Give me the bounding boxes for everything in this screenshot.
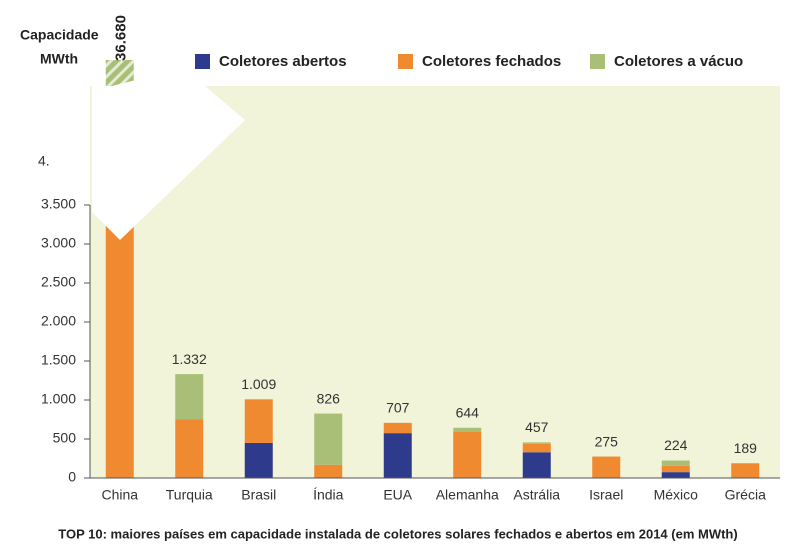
x-tick-label: Grécia [725,487,766,503]
bar-segment [383,433,412,478]
y-label: MWth [40,51,78,67]
x-tick-label: China [101,487,138,503]
chart-title: TOP 10: maiores países em capacidade ins… [58,526,737,541]
y-tick-label: 2.000 [41,313,76,329]
x-tick-label: Astrália [513,487,560,503]
bar-segment [175,374,204,420]
data-label: 707 [386,400,410,416]
bar-segment [522,452,551,478]
x-tick-label: EUA [383,487,412,503]
data-label: 826 [317,390,341,406]
x-tick-label: México [654,487,699,503]
bar-segment [592,456,621,478]
y-label: Capacidade [20,27,99,43]
y-tick-label: 0 [68,469,76,485]
bar-segment [453,431,482,478]
bar-segment [314,413,343,465]
x-tick-label: Israel [589,487,623,503]
axis-break [92,86,245,240]
legend-label: Coletores abertos [219,53,347,70]
y-tick-label: 3.500 [41,196,76,212]
y-tick-label: 500 [53,430,77,446]
bar-segment [105,220,134,478]
bar-segment [244,442,273,478]
data-label: 224 [664,437,688,453]
legend-swatch [398,54,413,69]
y-tick-label: 1.500 [41,352,76,368]
bar-segment [453,427,482,432]
legend-label: Coletores a vácuo [614,53,743,70]
data-label: 189 [734,440,758,456]
data-label: 457 [525,419,549,435]
bar-segment [314,464,343,478]
bar-segment [661,465,690,473]
x-tick-label: Índia [313,487,344,503]
data-label: 1.009 [241,376,276,392]
axis-break-band [104,80,136,100]
y-tick-label: 1.000 [41,391,76,407]
legend-swatch [590,54,605,69]
data-label: 36.680 [113,15,130,61]
data-label: 644 [456,404,480,420]
legend-swatch [195,54,210,69]
x-tick-label: Brasil [241,487,276,503]
axis-break-band [104,140,136,160]
y-tick-label: 2.500 [41,274,76,290]
x-tick-label: Turquia [166,487,213,503]
y-tick-label: 3.000 [41,235,76,251]
bar-segment [522,442,551,444]
bar-segment [522,443,551,453]
bar-segment [244,399,273,443]
axis-break-label: 4. [38,153,50,169]
data-label: 275 [595,433,619,449]
bar-segment [383,422,412,434]
x-tick-label: Alemanha [436,487,499,503]
data-label: 1.332 [172,351,207,367]
bar-segment [175,419,204,478]
legend-label: Coletores fechados [422,53,561,70]
bar-segment [661,460,690,466]
bar-segment [731,463,760,478]
bar-segment [661,472,690,478]
